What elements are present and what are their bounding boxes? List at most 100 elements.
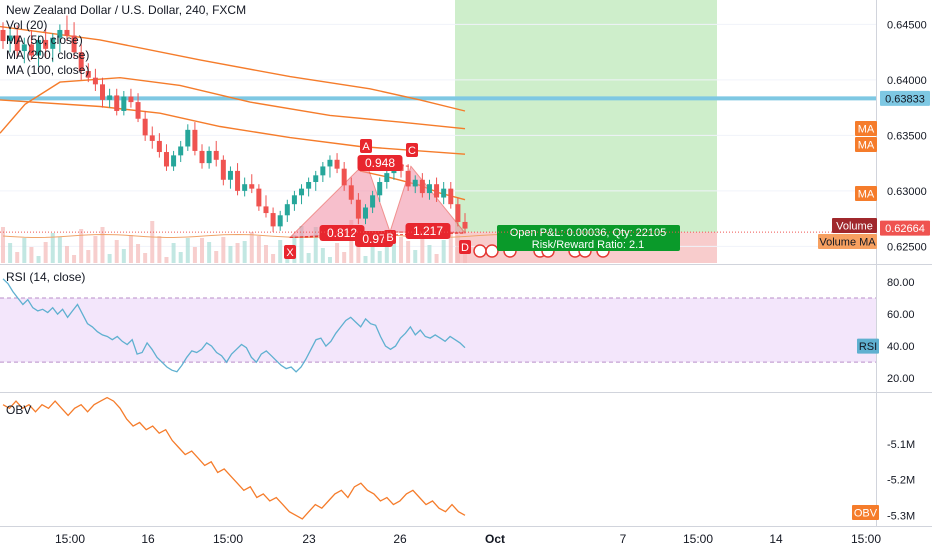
legend-vol[interactable]: Vol (20) bbox=[6, 18, 48, 32]
candle-body[interactable] bbox=[235, 170, 241, 191]
candle-body[interactable] bbox=[156, 140, 162, 153]
candle-body[interactable] bbox=[171, 155, 177, 167]
candle-body[interactable] bbox=[362, 207, 368, 219]
candle-body[interactable] bbox=[128, 96, 134, 103]
obv-legend[interactable]: OBV bbox=[6, 403, 31, 418]
ma-tag[interactable]: MA bbox=[858, 124, 875, 136]
volume-tag[interactable]: Volume bbox=[836, 221, 873, 233]
candle-body[interactable] bbox=[313, 175, 319, 182]
candle-body[interactable] bbox=[7, 35, 13, 42]
candle-body[interactable] bbox=[448, 188, 454, 205]
candle-body[interactable] bbox=[178, 146, 184, 156]
candle-body[interactable] bbox=[334, 159, 340, 169]
candle-body[interactable] bbox=[320, 166, 326, 176]
horizontal-line-tag[interactable]: 0.63833 bbox=[885, 93, 925, 105]
pattern-point-label[interactable]: X bbox=[286, 247, 294, 259]
pattern-ratio-label[interactable]: 0.812 bbox=[327, 226, 357, 240]
candle-body[interactable] bbox=[455, 204, 461, 222]
candle-body[interactable] bbox=[370, 195, 376, 208]
candle-body[interactable] bbox=[92, 77, 98, 85]
candle-body[interactable] bbox=[21, 44, 27, 52]
ma-tag-bg[interactable] bbox=[855, 121, 877, 136]
candle-body[interactable] bbox=[50, 37, 56, 49]
candle-body[interactable] bbox=[0, 29, 6, 42]
volume-tag-bg[interactable] bbox=[832, 218, 877, 233]
candle-body[interactable] bbox=[348, 185, 354, 200]
ma-line[interactable] bbox=[0, 25, 466, 112]
candle-body[interactable] bbox=[206, 150, 212, 164]
pattern-ratio-box[interactable] bbox=[405, 223, 451, 239]
obv-line[interactable] bbox=[2, 396, 466, 520]
candle-body[interactable] bbox=[263, 206, 269, 214]
ma-tag-bg[interactable] bbox=[855, 186, 877, 201]
candle-body[interactable] bbox=[213, 150, 219, 160]
pattern-ratio-box[interactable] bbox=[357, 155, 403, 171]
pattern-point-box[interactable] bbox=[384, 230, 396, 244]
legend-ma100[interactable]: MA (100, close) bbox=[6, 63, 90, 77]
candle-body[interactable] bbox=[220, 159, 226, 180]
candle-body[interactable] bbox=[85, 71, 91, 78]
pattern-point-label[interactable]: D bbox=[461, 242, 469, 254]
candle-body[interactable] bbox=[270, 213, 276, 227]
pattern-point-label[interactable]: C bbox=[408, 145, 416, 157]
position-rr[interactable]: Risk/Reward Ratio: 2.1 bbox=[532, 239, 645, 251]
chart-title[interactable]: New Zealand Dollar / U.S. Dollar, 240, F… bbox=[6, 3, 247, 17]
pattern-point-label[interactable]: B bbox=[386, 232, 393, 244]
volume-ma-tag[interactable]: Volume MA bbox=[819, 237, 876, 249]
candle-body[interactable] bbox=[242, 184, 248, 191]
obv-tag-bg[interactable] bbox=[852, 505, 879, 520]
pattern-point-box[interactable] bbox=[459, 240, 471, 254]
candle-body[interactable] bbox=[377, 181, 383, 196]
event-badge[interactable] bbox=[485, 244, 499, 258]
legend-rsi[interactable]: RSI (14, close) bbox=[6, 270, 86, 284]
candle-body[interactable] bbox=[327, 159, 333, 167]
candle-body[interactable] bbox=[163, 152, 169, 167]
obv-tag[interactable]: OBV bbox=[854, 508, 878, 520]
pattern-point-box[interactable] bbox=[360, 139, 372, 153]
candle-body[interactable] bbox=[299, 188, 305, 196]
legend-ma200[interactable]: MA (200, close) bbox=[6, 48, 90, 62]
ma-line[interactable] bbox=[0, 76, 466, 134]
candle-body[interactable] bbox=[384, 173, 390, 182]
event-badge[interactable] bbox=[473, 244, 487, 258]
rsi-legend[interactable]: RSI (14, close) bbox=[6, 270, 85, 285]
candle-body[interactable] bbox=[135, 102, 141, 119]
ma-tag[interactable]: MA bbox=[858, 189, 875, 201]
pattern-ratio-label[interactable]: 1.217 bbox=[413, 224, 443, 238]
position-pnl[interactable]: Open P&L: 0.00036, Qty: 22105 bbox=[510, 227, 667, 239]
candle-body[interactable] bbox=[71, 35, 77, 53]
candle-body[interactable] bbox=[291, 195, 297, 205]
candle-body[interactable] bbox=[192, 129, 198, 151]
candle-body[interactable] bbox=[256, 188, 262, 207]
pattern-point-label[interactable]: A bbox=[362, 141, 370, 153]
candle-body[interactable] bbox=[199, 150, 205, 164]
candle-body[interactable] bbox=[405, 170, 411, 187]
pattern-point-box[interactable] bbox=[284, 245, 296, 259]
candle-body[interactable] bbox=[412, 179, 418, 187]
legend-ma50[interactable]: MA (50, close) bbox=[6, 33, 83, 47]
candle-body[interactable] bbox=[426, 184, 432, 194]
candle-body[interactable] bbox=[355, 199, 361, 219]
candle-body[interactable] bbox=[284, 204, 290, 216]
pattern-ratio-box[interactable] bbox=[355, 231, 393, 247]
candle-body[interactable] bbox=[114, 95, 120, 111]
candle-body[interactable] bbox=[462, 221, 468, 229]
candle-body[interactable] bbox=[142, 118, 148, 136]
candle-body[interactable] bbox=[249, 184, 255, 189]
pattern-ratio-label[interactable]: 0.948 bbox=[365, 156, 395, 170]
rsi-tag[interactable]: RSI bbox=[859, 341, 877, 353]
pattern-ratio-label[interactable]: 0.97 bbox=[362, 232, 386, 246]
pattern-ratio-box[interactable] bbox=[319, 225, 365, 241]
position-box[interactable] bbox=[497, 225, 680, 251]
volume-ma-tag-bg[interactable] bbox=[818, 234, 877, 249]
candle-body[interactable] bbox=[419, 179, 425, 194]
legend-obv[interactable]: OBV bbox=[6, 403, 32, 417]
ma-tag-bg[interactable] bbox=[855, 137, 877, 152]
candle-body[interactable] bbox=[57, 29, 63, 38]
candle-body[interactable] bbox=[306, 181, 312, 189]
candle-body[interactable] bbox=[149, 135, 155, 141]
candle-body[interactable] bbox=[121, 96, 127, 111]
candle-body[interactable] bbox=[441, 188, 447, 198]
candle-body[interactable] bbox=[100, 84, 106, 100]
